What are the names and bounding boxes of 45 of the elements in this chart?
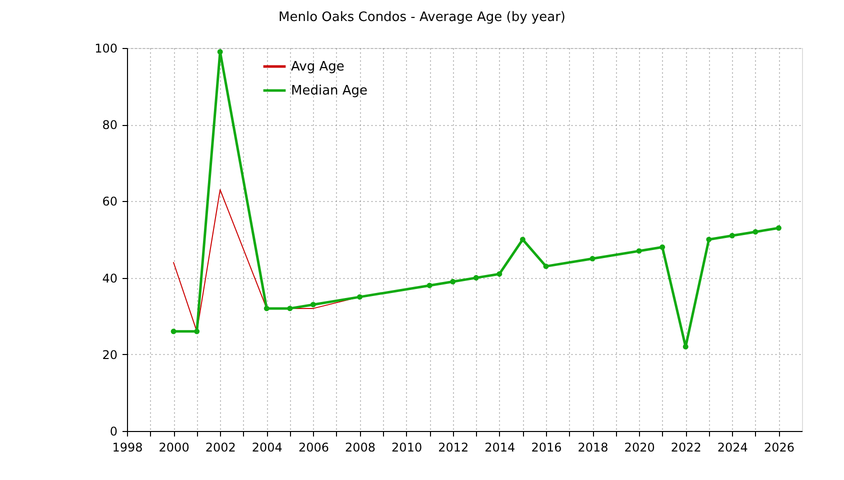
point [194,328,200,334]
point [590,256,596,262]
x-tick-label: 2004 [252,440,282,454]
x-tick-label: 2008 [344,440,376,454]
y-tick-label: 100 [94,42,118,56]
point [473,275,479,281]
y-tick-label: 80 [102,118,118,132]
x-tick-label: 2010 [392,440,422,454]
point [287,306,293,312]
x-tick-label: 2012 [438,440,469,454]
x-tick-label: 2022 [670,440,702,454]
point [357,294,362,300]
point [426,282,432,288]
point [496,271,502,277]
x-tick-label: 2016 [531,440,562,454]
y-tick-label: 0 [110,424,118,438]
point [660,244,666,250]
legend-label: Avg Age [291,60,344,74]
x-tick-label: 2018 [578,440,608,454]
point [520,236,526,242]
y-tick-label: 40 [102,271,118,286]
legend-label: Median Age [291,84,368,98]
x-tick-label: 2024 [717,440,748,454]
x-tick-label: 2026 [764,440,794,454]
y-tick-label: 20 [102,348,118,362]
point [217,49,223,55]
x-tick-label: 2006 [298,440,329,454]
point [682,344,688,350]
point [170,328,176,334]
point [636,248,642,254]
point [264,306,270,312]
x-tick-label: 2002 [205,440,236,454]
point [450,278,456,284]
point [752,229,758,235]
x-tick-label: 2000 [158,440,190,454]
point [310,302,316,308]
chart-title: Menlo Oaks Condos - Average Age (by year) [278,10,566,25]
point [776,225,782,231]
point [729,232,735,238]
point [706,236,712,242]
point [543,264,549,270]
x-tick-label: 1998 [112,440,143,454]
x-tick-label: 2020 [624,440,655,454]
y-tick-label: 60 [102,194,118,209]
x-tick-label: 2014 [484,440,516,454]
